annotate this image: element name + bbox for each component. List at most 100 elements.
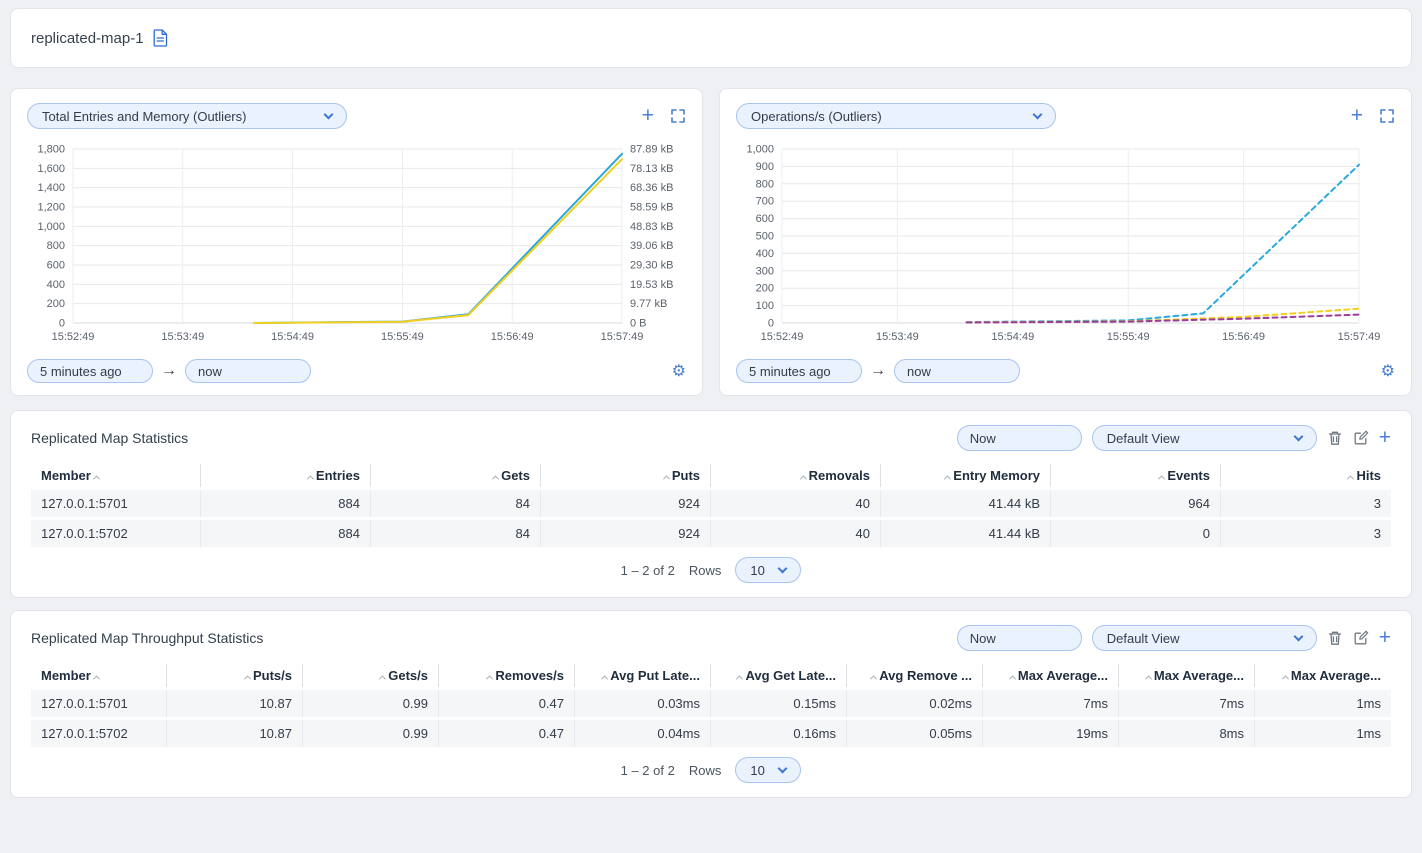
fullscreen-button[interactable] [670, 108, 686, 124]
value-cell: 0 [1051, 520, 1221, 547]
time-from-input[interactable]: 5 minutes ago [736, 359, 862, 383]
column-header[interactable]: Events [1051, 464, 1221, 487]
svg-text:300: 300 [756, 265, 774, 277]
pagination-range: 1 – 2 of 2 [621, 563, 675, 578]
member-cell: 127.0.0.1:5701 [31, 690, 167, 717]
time-from-input[interactable]: 5 minutes ago [27, 359, 153, 383]
column-label: Max Average... [1154, 668, 1244, 683]
column-header[interactable]: Gets/s [303, 664, 439, 687]
add-table-button[interactable]: + [1379, 629, 1391, 647]
metric-select[interactable]: Operations/s (Outliers) [736, 103, 1056, 129]
sort-caret-icon [1009, 675, 1016, 682]
sort-caret-icon [93, 675, 100, 682]
sort-caret-icon [307, 475, 314, 482]
svg-text:900: 900 [756, 161, 774, 173]
svg-text:800: 800 [47, 240, 65, 252]
table-time-input[interactable]: Now [957, 425, 1082, 451]
value-cell: 7ms [983, 690, 1119, 717]
metric-select[interactable]: Total Entries and Memory (Outliers) [27, 103, 347, 129]
add-chart-button[interactable]: + [642, 107, 654, 125]
add-table-button[interactable]: + [1379, 429, 1391, 447]
value-cell: 964 [1051, 490, 1221, 517]
svg-text:15:57:49: 15:57:49 [1338, 331, 1381, 343]
sort-caret-icon [1282, 675, 1289, 682]
column-header[interactable]: Avg Remove ... [847, 664, 983, 687]
rows-label: Rows [689, 763, 722, 778]
sort-caret-icon [944, 475, 951, 482]
column-header[interactable]: Removes/s [439, 664, 575, 687]
value-cell: 41.44 kB [881, 520, 1051, 547]
svg-text:78.13 kB: 78.13 kB [630, 163, 673, 175]
svg-text:800: 800 [756, 178, 774, 190]
delete-view-button[interactable] [1327, 430, 1343, 446]
sort-caret-icon [93, 475, 100, 482]
member-cell: 127.0.0.1:5702 [31, 520, 201, 547]
chart-panel-operations: Operations/s (Outliers) + 01002003004005… [719, 88, 1412, 396]
sort-caret-icon [1158, 475, 1165, 482]
column-header[interactable]: Max Average... [1255, 664, 1391, 687]
delete-view-button[interactable] [1327, 630, 1343, 646]
value-cell: 0.99 [303, 690, 439, 717]
column-header[interactable]: Max Average... [1119, 664, 1255, 687]
value-cell: 7ms [1119, 690, 1255, 717]
value-cell: 0.47 [439, 720, 575, 747]
column-header[interactable]: Hits [1221, 464, 1391, 487]
column-header[interactable]: Entries [201, 464, 371, 487]
svg-text:100: 100 [756, 300, 774, 312]
column-label: Removes/s [495, 668, 564, 683]
edit-view-button[interactable] [1353, 430, 1369, 446]
column-label: Avg Get Late... [745, 668, 836, 683]
svg-text:500: 500 [756, 231, 774, 243]
value-cell: 3 [1221, 520, 1391, 547]
value-cell: 40 [711, 490, 881, 517]
svg-text:29.30 kB: 29.30 kB [630, 260, 673, 272]
value-cell: 884 [201, 490, 371, 517]
page-size-select[interactable]: 10 [735, 557, 801, 583]
column-label: Removals [809, 468, 870, 483]
value-cell: 84 [371, 520, 541, 547]
table-time-input[interactable]: Now [957, 625, 1082, 651]
settings-gear-button[interactable]: ⚙ [672, 361, 686, 381]
column-header[interactable]: Puts [541, 464, 711, 487]
svg-text:700: 700 [756, 196, 774, 208]
page-size-select[interactable]: 10 [735, 757, 801, 783]
svg-text:15:52:49: 15:52:49 [52, 331, 95, 343]
column-header[interactable]: Removals [711, 464, 881, 487]
column-label: Entries [316, 468, 360, 483]
column-header[interactable]: Member [31, 464, 201, 487]
svg-text:400: 400 [756, 248, 774, 260]
svg-text:39.06 kB: 39.06 kB [630, 240, 673, 252]
column-header[interactable]: Avg Get Late... [711, 664, 847, 687]
time-to-input[interactable]: now [185, 359, 311, 383]
page-title: replicated-map-1 [31, 30, 144, 47]
rows-label: Rows [689, 563, 722, 578]
edit-view-button[interactable] [1353, 630, 1369, 646]
column-header[interactable]: Member [31, 664, 167, 687]
column-header[interactable]: Max Average... [983, 664, 1119, 687]
value-cell: 10.87 [167, 690, 303, 717]
time-to-input[interactable]: now [894, 359, 1020, 383]
series-blue-entries [254, 154, 622, 323]
view-select[interactable]: Default View [1092, 625, 1317, 651]
column-header[interactable]: Puts/s [167, 664, 303, 687]
add-chart-button[interactable]: + [1351, 107, 1363, 125]
column-label: Member [41, 468, 91, 483]
value-cell: 0.47 [439, 690, 575, 717]
svg-text:87.89 kB: 87.89 kB [630, 144, 673, 156]
column-label: Member [41, 668, 91, 683]
value-cell: 0.15ms [711, 690, 847, 717]
series-yellow-ops [967, 309, 1359, 323]
chevron-down-icon [778, 564, 788, 574]
svg-text:1,600: 1,600 [37, 163, 65, 175]
chart-panel-entries-memory: Total Entries and Memory (Outliers) + 00… [10, 88, 703, 396]
column-header[interactable]: Avg Put Late... [575, 664, 711, 687]
column-header[interactable]: Entry Memory [881, 464, 1051, 487]
column-header[interactable]: Gets [371, 464, 541, 487]
fullscreen-button[interactable] [1379, 108, 1395, 124]
value-cell: 19ms [983, 720, 1119, 747]
sort-caret-icon [663, 475, 670, 482]
view-select[interactable]: Default View [1092, 425, 1317, 451]
settings-gear-button[interactable]: ⚙ [1381, 361, 1395, 381]
svg-text:15:54:49: 15:54:49 [271, 331, 314, 343]
svg-text:58.59 kB: 58.59 kB [630, 202, 673, 214]
